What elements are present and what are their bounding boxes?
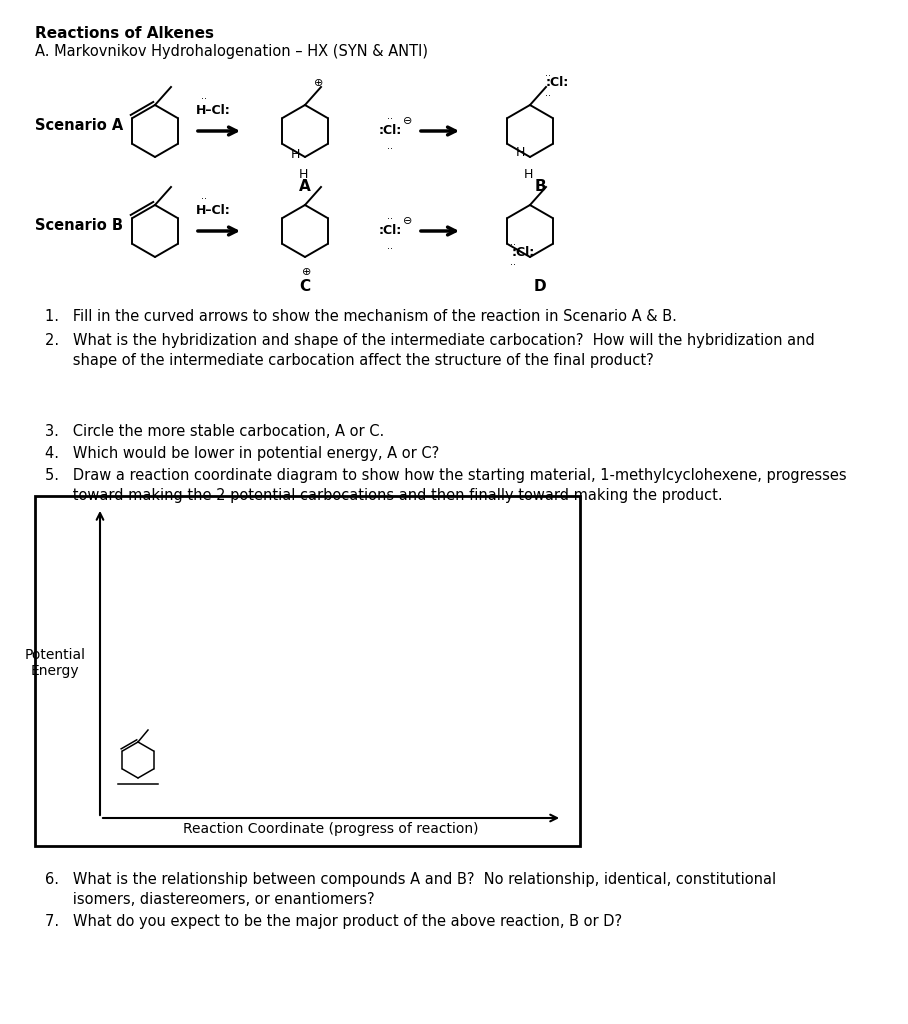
Text: ..: .. xyxy=(510,257,517,267)
Text: 3.   Circle the more stable carbocation, A or C.: 3. Circle the more stable carbocation, A… xyxy=(45,424,384,439)
Text: 7.   What do you expect to be the major product of the above reaction, B or D?: 7. What do you expect to be the major pr… xyxy=(45,914,622,929)
Bar xyxy=(35,496,580,846)
Text: :Cl:: :Cl: xyxy=(379,224,401,238)
Text: Reactions of Alkenes: Reactions of Alkenes xyxy=(35,26,214,41)
Text: Energy: Energy xyxy=(31,664,79,678)
Text: ⊖: ⊖ xyxy=(403,116,413,126)
Text: isomers, diastereomers, or enantiomers?: isomers, diastereomers, or enantiomers? xyxy=(45,892,375,907)
Text: Scenario B: Scenario B xyxy=(35,218,123,233)
Text: ..: .. xyxy=(510,237,517,247)
Text: Scenario A: Scenario A xyxy=(35,119,123,133)
Text: ..: .. xyxy=(387,141,393,151)
Text: A: A xyxy=(299,179,311,194)
Text: D: D xyxy=(534,279,547,294)
Text: ⊖: ⊖ xyxy=(403,216,413,226)
Text: H: H xyxy=(299,168,308,181)
Text: 5.   Draw a reaction coordinate diagram to show how the starting material, 1-met: 5. Draw a reaction coordinate diagram to… xyxy=(45,468,846,483)
Text: shape of the intermediate carbocation affect the structure of the final product?: shape of the intermediate carbocation af… xyxy=(45,353,654,368)
Text: ..: .. xyxy=(545,68,551,78)
Text: H: H xyxy=(291,148,300,161)
Text: H–Cl:: H–Cl: xyxy=(196,205,231,217)
Text: ..: .. xyxy=(387,241,393,251)
Text: Potential: Potential xyxy=(25,648,85,662)
Text: H–Cl:: H–Cl: xyxy=(196,104,231,118)
Text: 1.   Fill in the curved arrows to show the mechanism of the reaction in Scenario: 1. Fill in the curved arrows to show the… xyxy=(45,309,676,324)
Text: :Cl:: :Cl: xyxy=(546,77,569,89)
Text: :Cl:: :Cl: xyxy=(379,125,401,137)
Text: 2.   What is the hybridization and shape of the intermediate carbocation?  How w: 2. What is the hybridization and shape o… xyxy=(45,333,814,348)
Text: ..: .. xyxy=(387,111,393,121)
Text: ..: .. xyxy=(201,91,207,101)
Text: A. Markovnikov Hydrohalogenation – HX (SYN & ANTI): A. Markovnikov Hydrohalogenation – HX (S… xyxy=(35,44,428,59)
Text: ⊕: ⊕ xyxy=(302,267,311,278)
Text: H: H xyxy=(516,146,525,159)
Text: ⊕: ⊕ xyxy=(314,78,323,88)
Text: 6.   What is the relationship between compounds A and B?  No relationship, ident: 6. What is the relationship between comp… xyxy=(45,872,776,887)
Text: C: C xyxy=(300,279,311,294)
Text: 4.   Which would be lower in potential energy, A or C?: 4. Which would be lower in potential ene… xyxy=(45,446,439,461)
Text: :Cl:: :Cl: xyxy=(511,246,535,258)
Text: ..: .. xyxy=(545,88,551,98)
Text: toward making the 2 potential carbocations and then finally toward making the pr: toward making the 2 potential carbocatio… xyxy=(45,488,723,503)
Text: Reaction Coordinate (progress of reaction): Reaction Coordinate (progress of reactio… xyxy=(183,822,479,836)
Text: ..: .. xyxy=(201,191,207,201)
Text: ..: .. xyxy=(387,211,393,221)
Text: H: H xyxy=(523,168,533,181)
Text: B: B xyxy=(534,179,546,194)
